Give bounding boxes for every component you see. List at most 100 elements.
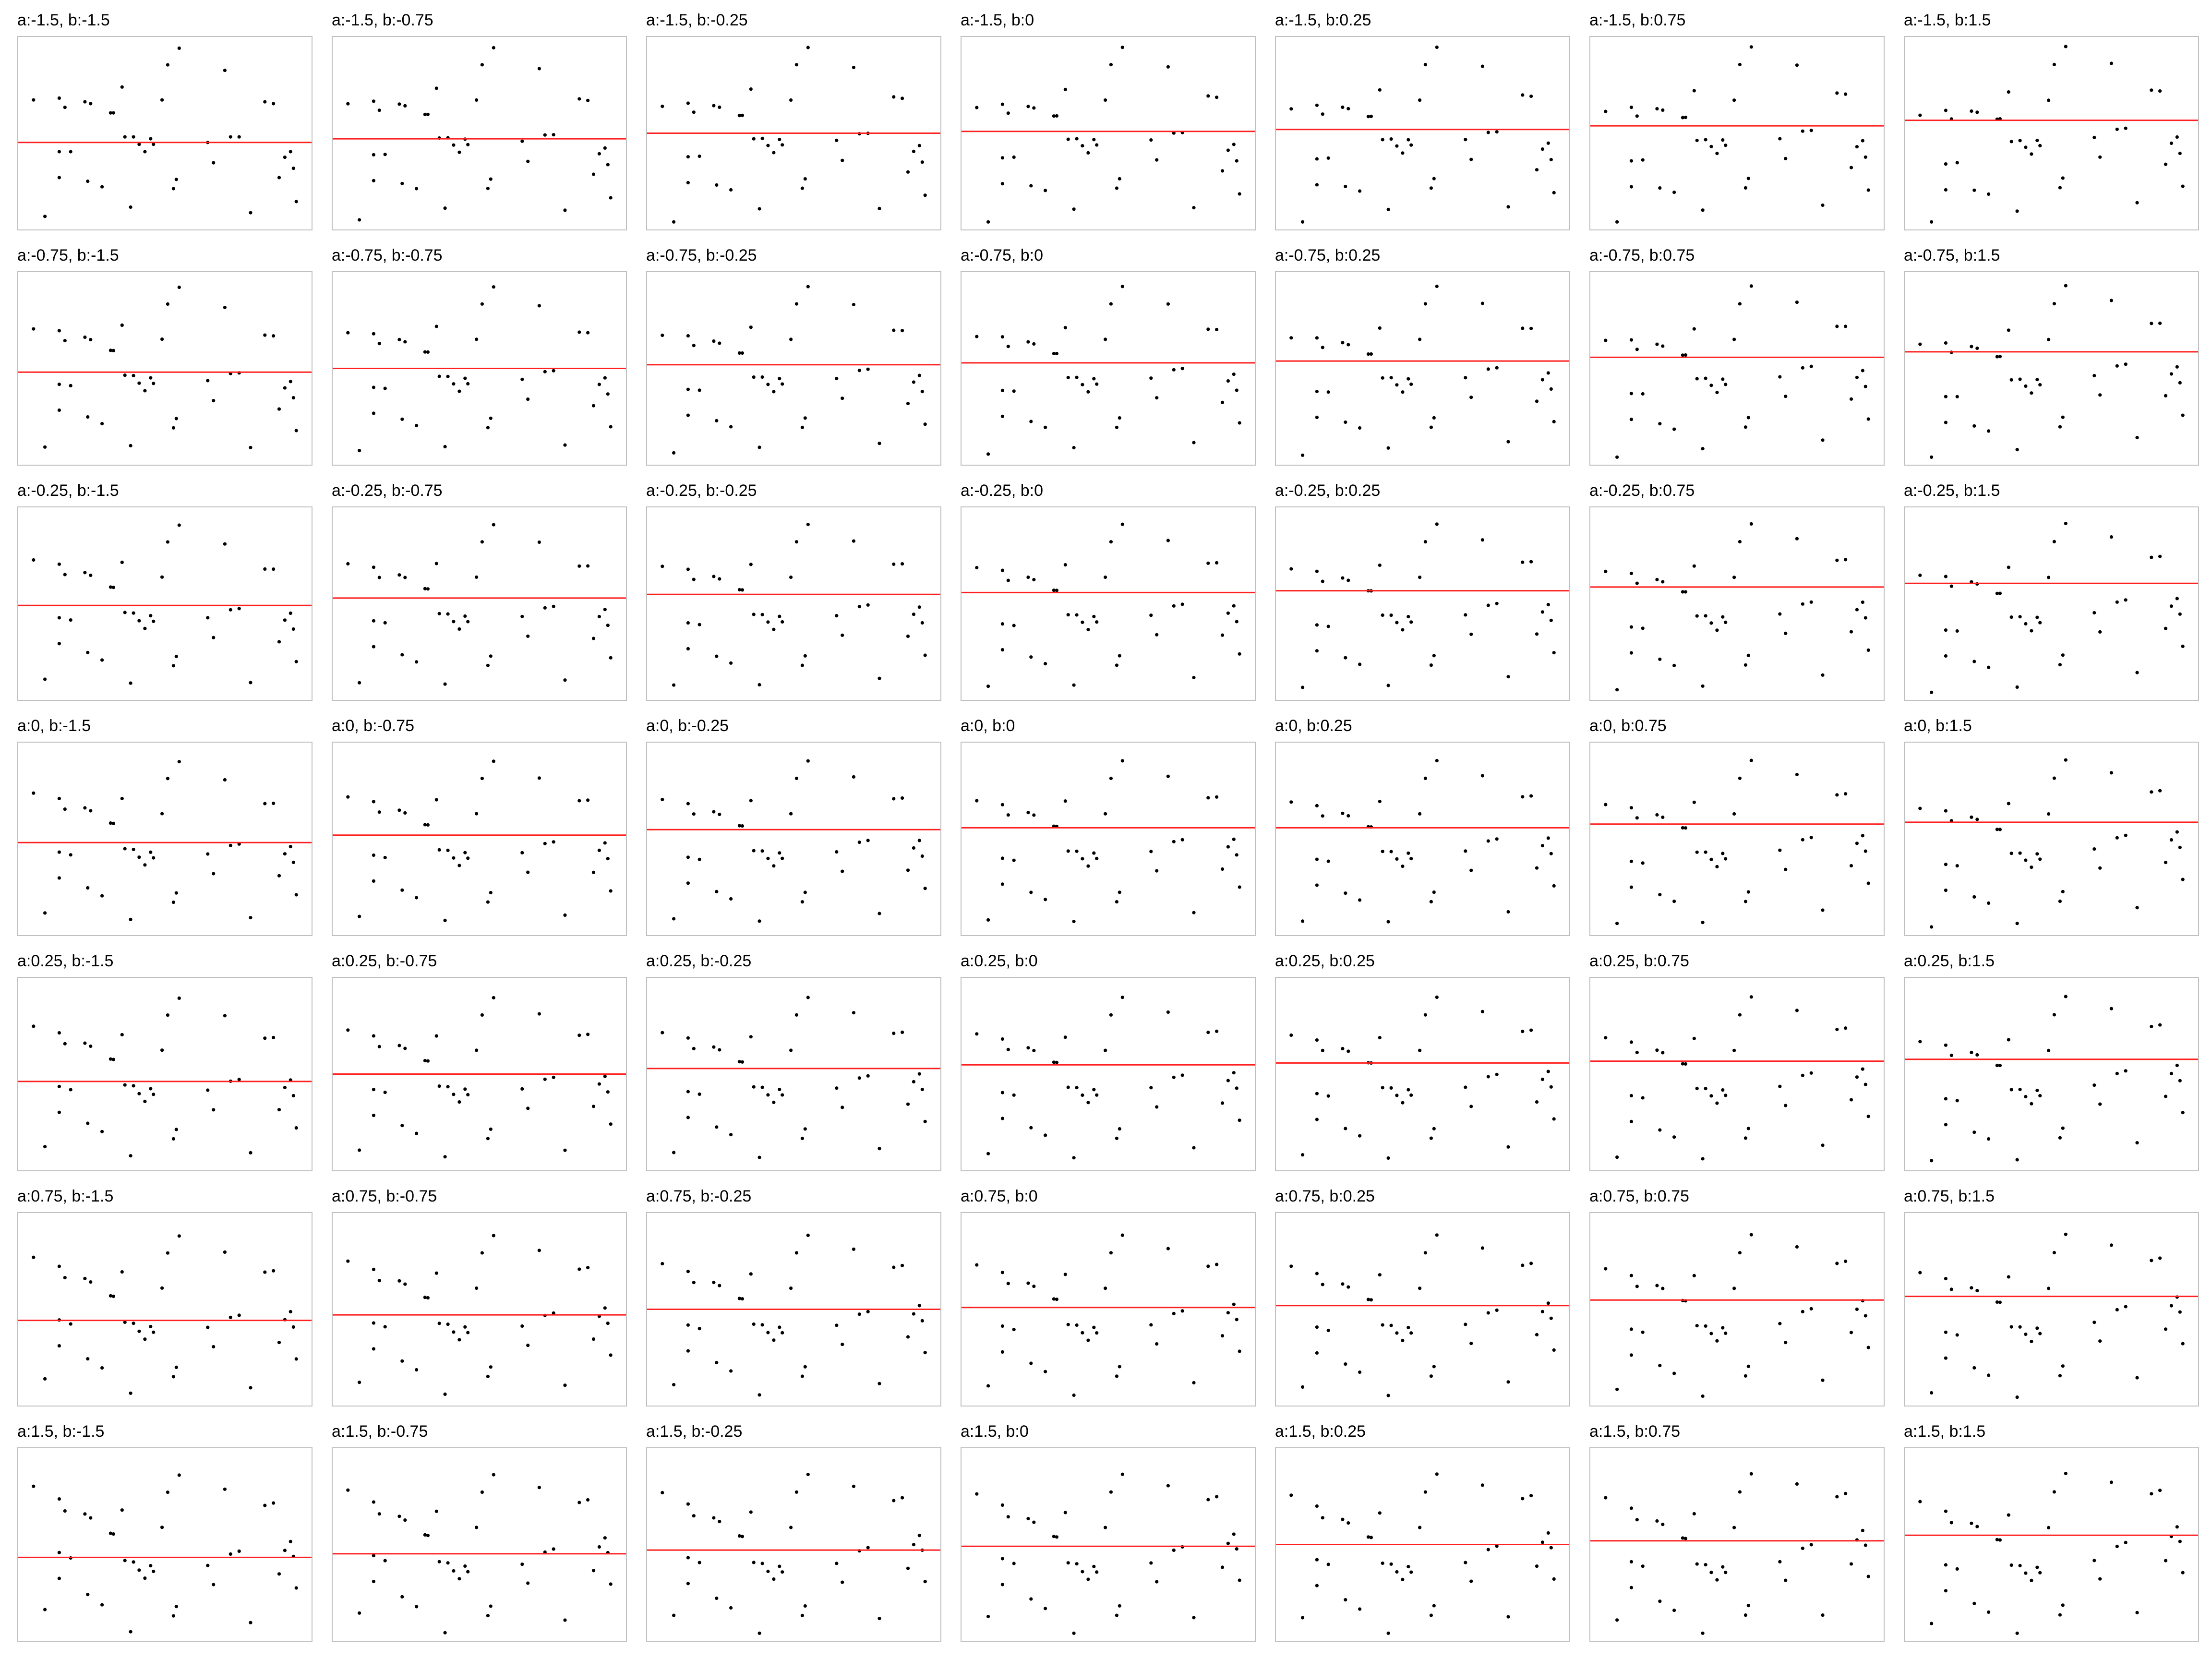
data-point bbox=[597, 1545, 601, 1549]
data-point bbox=[1480, 1246, 1484, 1250]
data-point bbox=[237, 1313, 241, 1317]
data-point bbox=[57, 850, 61, 854]
data-point bbox=[1480, 774, 1484, 778]
data-point bbox=[1115, 425, 1118, 429]
data-point bbox=[400, 888, 404, 892]
data-point bbox=[537, 304, 541, 308]
data-point bbox=[171, 1375, 175, 1379]
facet-plot bbox=[332, 1447, 627, 1642]
data-point bbox=[1407, 377, 1410, 381]
data-point bbox=[1835, 1027, 1839, 1032]
data-point bbox=[43, 911, 47, 915]
data-point bbox=[2124, 1540, 2128, 1544]
data-point bbox=[1995, 1538, 1999, 1541]
data-point bbox=[1658, 1364, 1662, 1368]
data-point bbox=[772, 151, 776, 155]
data-point bbox=[2109, 535, 2113, 539]
data-point bbox=[137, 143, 141, 146]
data-point bbox=[1970, 109, 1973, 113]
data-point bbox=[377, 342, 381, 346]
data-point bbox=[1866, 417, 1870, 421]
data-point bbox=[346, 1028, 350, 1032]
data-point bbox=[920, 1319, 924, 1322]
data-point bbox=[1429, 663, 1433, 667]
panel-frame bbox=[961, 977, 1256, 1171]
data-point bbox=[2058, 425, 2062, 429]
data-point bbox=[2061, 1603, 2065, 1607]
facet-title: a:-1.5, b:-0.25 bbox=[646, 11, 748, 29]
data-point bbox=[1809, 600, 1813, 604]
data-point bbox=[2098, 1339, 2102, 1343]
data-point bbox=[463, 376, 467, 380]
panel-frame bbox=[17, 506, 313, 701]
data-point bbox=[437, 1084, 441, 1088]
data-point bbox=[137, 1092, 141, 1095]
data-point bbox=[2175, 830, 2179, 834]
data-point bbox=[772, 627, 776, 631]
data-point bbox=[2169, 372, 2173, 376]
data-point bbox=[1000, 622, 1004, 626]
data-point bbox=[841, 1343, 844, 1346]
data-point bbox=[1918, 1040, 1922, 1044]
facet-plot bbox=[1589, 1212, 1885, 1407]
data-point bbox=[2052, 302, 2056, 306]
data-point bbox=[57, 1344, 61, 1348]
data-point bbox=[1389, 613, 1393, 617]
data-point bbox=[1683, 1537, 1687, 1540]
data-point bbox=[766, 383, 770, 386]
data-point bbox=[794, 1490, 798, 1494]
data-point bbox=[577, 1034, 581, 1037]
data-point bbox=[1235, 388, 1238, 392]
data-point bbox=[1092, 614, 1096, 618]
data-point bbox=[1661, 1523, 1665, 1527]
data-point bbox=[223, 778, 227, 782]
data-point bbox=[277, 1341, 281, 1345]
data-point bbox=[1072, 1393, 1076, 1397]
data-point bbox=[661, 565, 664, 568]
data-point bbox=[563, 443, 567, 447]
data-point bbox=[591, 172, 596, 176]
data-point bbox=[1704, 850, 1707, 854]
data-point bbox=[1709, 384, 1713, 387]
data-point bbox=[2035, 852, 2039, 856]
data-point bbox=[1432, 177, 1436, 180]
data-point bbox=[1701, 208, 1705, 212]
data-point bbox=[1075, 1323, 1079, 1327]
data-point bbox=[2064, 1232, 2068, 1236]
data-point bbox=[1092, 851, 1096, 855]
data-point bbox=[1075, 375, 1079, 379]
data-point bbox=[1418, 812, 1422, 816]
data-point bbox=[1104, 1286, 1107, 1290]
data-point bbox=[1661, 1051, 1665, 1055]
facet-panel bbox=[1904, 36, 2199, 230]
data-point bbox=[57, 176, 61, 180]
data-point bbox=[1495, 601, 1499, 605]
data-point bbox=[1315, 1504, 1319, 1508]
data-point bbox=[923, 193, 927, 197]
data-point bbox=[1635, 114, 1639, 118]
data-point bbox=[1529, 94, 1533, 98]
facet-panel bbox=[332, 1212, 627, 1407]
data-point bbox=[2098, 155, 2102, 159]
data-point bbox=[1955, 1099, 1959, 1103]
facet-panel bbox=[1275, 36, 1570, 230]
data-point bbox=[437, 1322, 441, 1325]
data-point bbox=[1801, 1073, 1804, 1077]
data-point bbox=[1641, 1564, 1645, 1568]
data-point bbox=[1949, 1287, 1953, 1291]
data-point bbox=[1681, 353, 1684, 357]
data-point bbox=[415, 423, 419, 428]
data-point bbox=[1012, 1562, 1016, 1565]
data-point bbox=[1289, 1264, 1293, 1268]
data-point bbox=[1738, 1251, 1742, 1255]
data-point bbox=[463, 614, 467, 618]
facet-title: a:0.25, b:-1.5 bbox=[17, 952, 114, 970]
data-point bbox=[489, 1365, 493, 1369]
facet-panel bbox=[332, 36, 627, 230]
data-point bbox=[1987, 429, 1991, 433]
data-point bbox=[1180, 838, 1184, 842]
data-point bbox=[1000, 1037, 1004, 1041]
data-point bbox=[1092, 1564, 1096, 1568]
data-point bbox=[1695, 614, 1699, 618]
data-point bbox=[129, 917, 132, 921]
